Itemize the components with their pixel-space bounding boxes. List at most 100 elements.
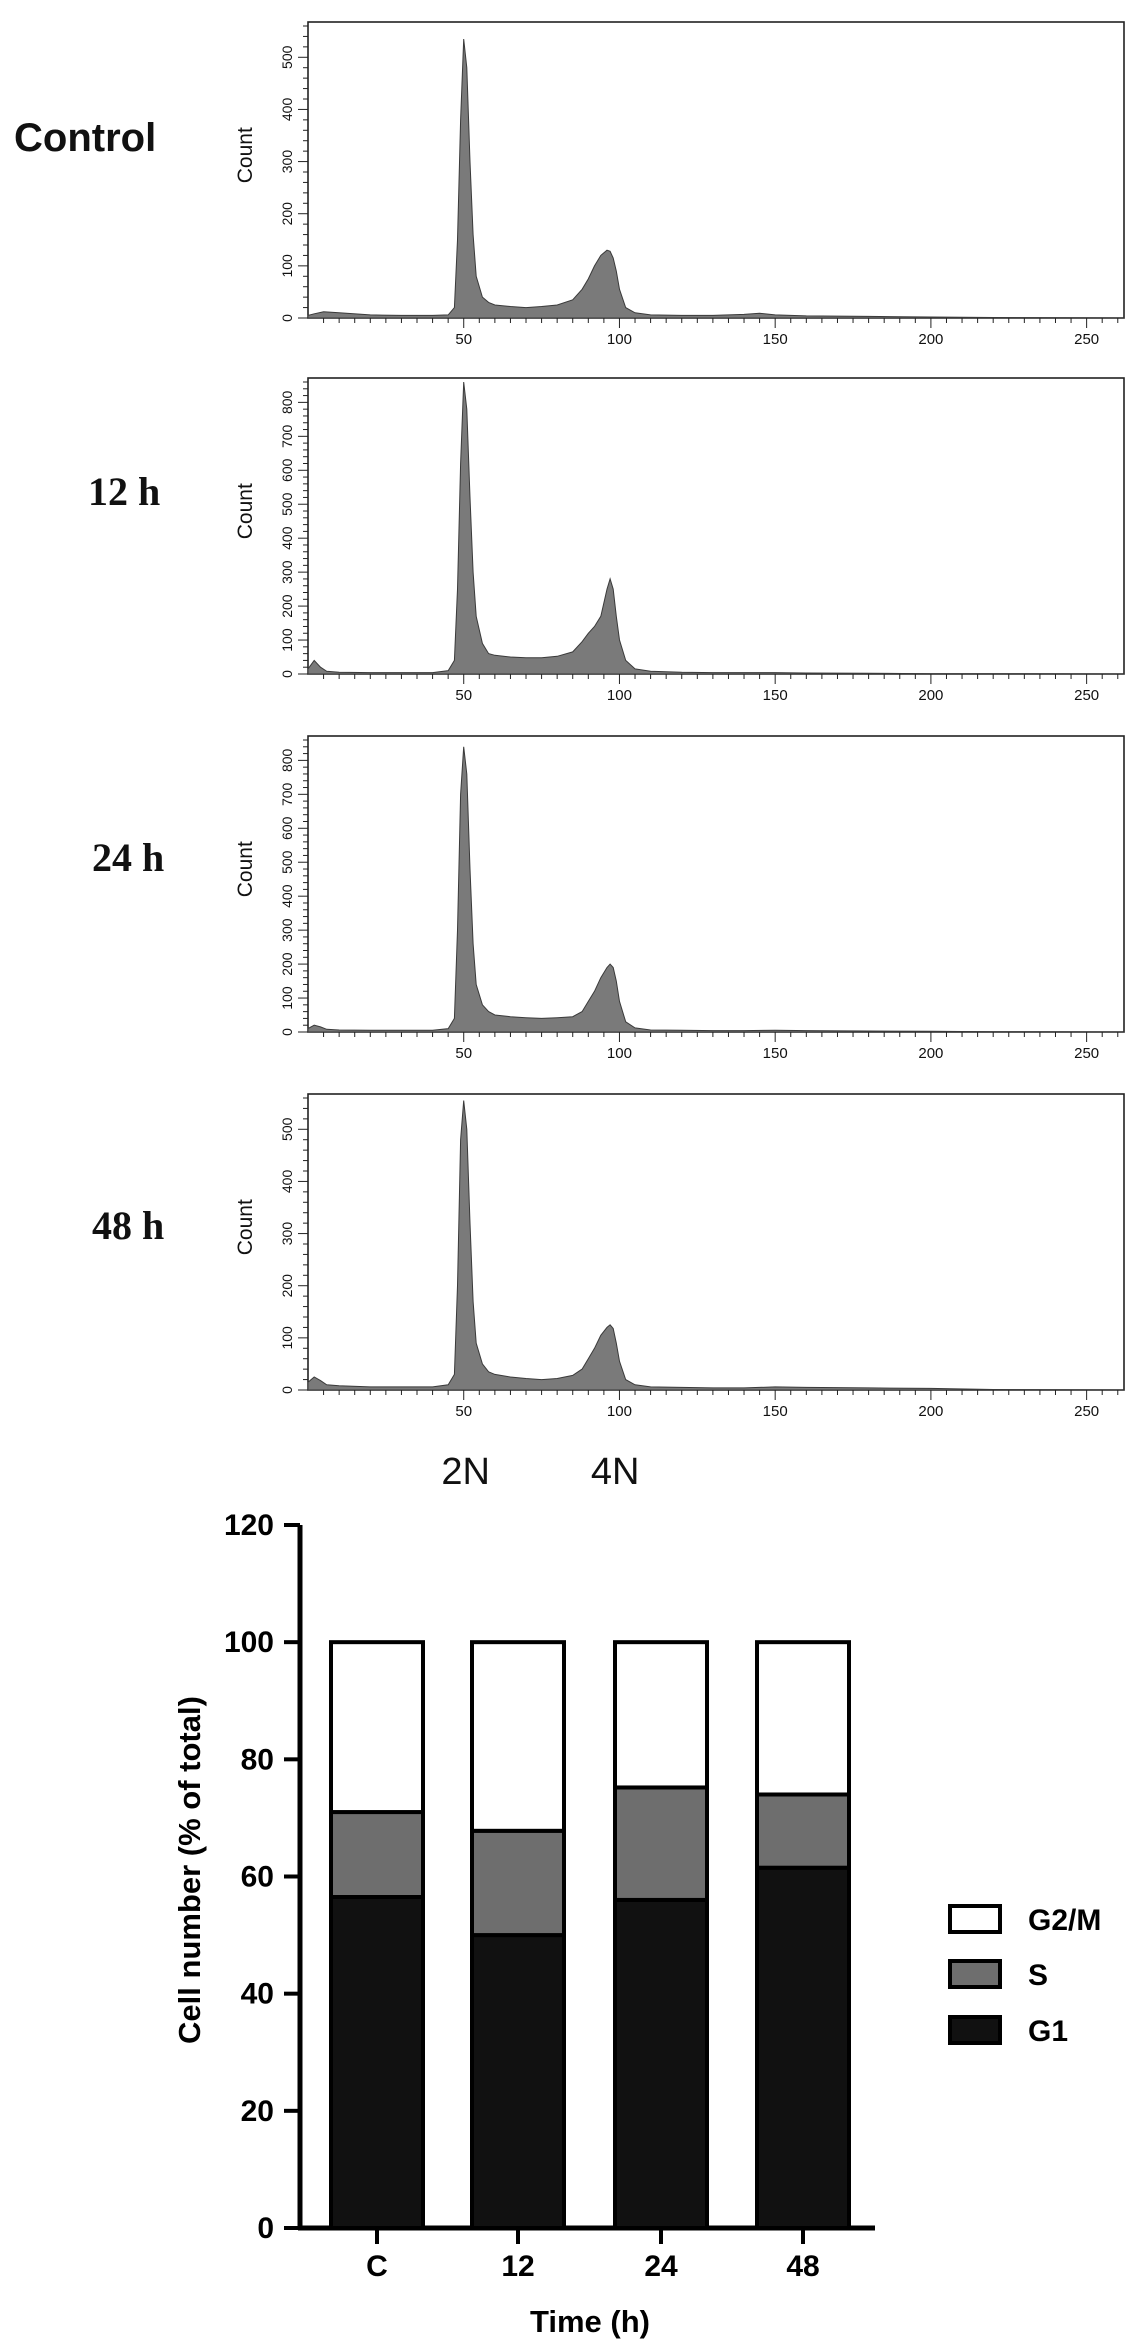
y-tick-label: 600 [279,458,295,482]
histogram-frame [307,21,1125,319]
peak-label-4N: 4N [591,1451,640,1493]
x-tick-label: 250 [1074,331,1099,348]
y-tick-label: 100 [279,628,295,652]
y-tick-label: 500 [279,1117,295,1141]
y-tick-label: 0 [279,1386,295,1394]
y-tick-label: 800 [279,748,295,772]
bar-segment-g1-C [329,1895,425,2230]
y-axis-title: Count [234,127,257,183]
legend-swatch-g2m [948,1904,1002,1934]
x-tick-label: 150 [763,1403,788,1420]
y-tick-label: 0 [279,670,295,678]
x-tick-label: 100 [607,687,632,704]
y-tick-label: 400 [279,98,295,122]
y-tick-label: 400 [279,526,295,550]
y-tick-label: 100 [279,986,295,1010]
histogram-panel-1: 50 100 150 200 250 0 100 200 300 400 500 600 700 800 C… [234,377,1125,704]
bar-x-tick-label: 24 [644,2250,678,2283]
histogram-panel-2: 50 100 150 200 250 0 100 200 300 400 500 600 700 800 C… [234,735,1125,1062]
x-tick-label: 50 [455,687,472,704]
bar-segment-s-12 [470,1828,566,1938]
cell-cycle-stacked-bar-chart: 0 20 40 60 80 100 120 C 12 24 48 Time (h) Cell numbe… [172,1509,1101,2339]
y-tick-label: 400 [279,884,295,908]
y-tick-label: 300 [279,560,295,584]
histogram-frame [307,377,1125,675]
y-tick-label: 500 [279,850,295,874]
bar-x-tick-label: 48 [786,2250,819,2283]
x-tick-label: 100 [607,1403,632,1420]
bar-y-tick-label: 40 [241,1978,274,2011]
condition-label-48h: 48 h [92,1203,165,1248]
histogram-panel-3: 50 100 150 200 250 0 100 200 300 400 500 Count [234,1093,1125,1420]
x-tick-label: 100 [607,331,632,348]
bar-x-tick-label: 12 [501,2250,534,2283]
bar-segment-g2m-12 [470,1640,566,1833]
y-axis-title: Count [234,483,257,539]
bar-y-tick-label: 60 [241,1861,274,1894]
bar-y-tick-label: 0 [257,2212,274,2245]
bar-y-tick-label: 20 [241,2095,274,2128]
legend-label-g2m: G2/M [1028,1904,1101,1937]
condition-label-12h: 12 h [88,469,161,514]
bar-x-tick-label: C [366,2250,388,2283]
y-tick-label: 0 [279,314,295,322]
x-tick-label: 200 [918,1045,943,1062]
y-tick-label: 200 [279,1274,295,1298]
x-tick-label: 100 [607,1045,632,1062]
histogram-area [307,38,1125,319]
x-tick-label: 50 [455,1403,472,1420]
condition-label-control: Control [14,116,157,160]
bar-segment-g1-24 [613,1897,709,2231]
y-tick-label: 700 [279,782,295,806]
x-tick-label: 250 [1074,1403,1099,1420]
y-tick-label: 0 [279,1028,295,1036]
y-tick-label: 200 [279,594,295,618]
bar-segment-g1-12 [470,1933,566,2231]
legend-label-s: S [1028,1959,1048,1992]
histogram-area [307,746,1125,1033]
y-tick-label: 300 [279,918,295,942]
bar-segment-g1-48 [755,1865,851,2231]
y-tick-label: 200 [279,202,295,226]
x-tick-label: 150 [763,1045,788,1062]
bar-segment-g2m-24 [613,1640,709,1790]
y-tick-label: 300 [279,1222,295,1246]
bar-segment-g2m-C [329,1640,425,1815]
bar-segment-g2m-48 [755,1640,851,1797]
bar-x-axis-title: Time (h) [530,2304,650,2339]
histogram-frame [307,735,1125,1033]
histogram-panel-0: 50 100 150 200 250 0 100 200 300 400 500 Count [234,21,1125,348]
y-tick-label: 500 [279,492,295,516]
y-tick-label: 400 [279,1170,295,1194]
y-tick-label: 200 [279,952,295,976]
y-tick-label: 600 [279,816,295,840]
legend-swatch-g1 [948,2015,1002,2045]
y-tick-label: 700 [279,424,295,448]
x-tick-label: 200 [918,331,943,348]
histogram-area [307,1100,1125,1391]
x-tick-label: 50 [455,1045,472,1062]
x-tick-label: 250 [1074,687,1099,704]
bar-y-tick-label: 100 [224,1626,274,1659]
legend-label-g1: G1 [1028,2015,1068,2048]
x-tick-label: 200 [918,1403,943,1420]
x-tick-label: 200 [918,687,943,704]
histogram-area [307,381,1125,675]
x-tick-label: 250 [1074,1045,1099,1062]
bar-y-axis-title: Cell number (% of total) [172,1696,207,2044]
peak-label-2N: 2N [441,1451,490,1493]
y-axis-title: Count [234,1199,257,1255]
x-tick-label: 150 [763,331,788,348]
condition-label-24h: 24 h [92,835,165,880]
y-tick-label: 100 [279,254,295,278]
histogram-frame [307,1093,1125,1391]
y-tick-label: 500 [279,45,295,69]
y-tick-label: 300 [279,150,295,174]
y-tick-label: 100 [279,1326,295,1350]
x-tick-label: 150 [763,687,788,704]
bar-segment-s-24 [613,1785,709,1902]
x-tick-label: 50 [455,331,472,348]
y-tick-label: 800 [279,390,295,414]
